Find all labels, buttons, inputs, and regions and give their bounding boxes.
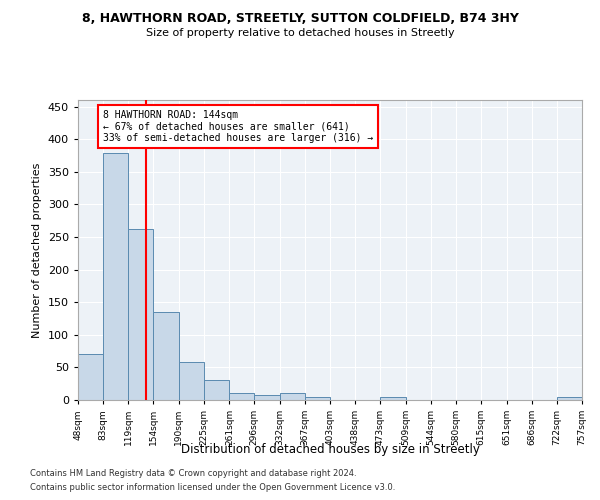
- Bar: [229, 394, 254, 400]
- Bar: [154, 312, 179, 400]
- Text: Contains public sector information licensed under the Open Government Licence v3: Contains public sector information licen…: [30, 484, 395, 492]
- Y-axis label: Number of detached properties: Number of detached properties: [32, 162, 42, 338]
- Text: 8, HAWTHORN ROAD, STREETLY, SUTTON COLDFIELD, B74 3HY: 8, HAWTHORN ROAD, STREETLY, SUTTON COLDF…: [82, 12, 518, 26]
- Bar: [305, 396, 331, 400]
- Text: Distribution of detached houses by size in Streetly: Distribution of detached houses by size …: [181, 442, 479, 456]
- Bar: [280, 394, 305, 400]
- Text: Contains HM Land Registry data © Crown copyright and database right 2024.: Contains HM Land Registry data © Crown c…: [30, 468, 356, 477]
- Bar: [380, 398, 406, 400]
- Bar: [103, 154, 128, 400]
- Text: 8 HAWTHORN ROAD: 144sqm
← 67% of detached houses are smaller (641)
33% of semi-d: 8 HAWTHORN ROAD: 144sqm ← 67% of detache…: [103, 110, 373, 143]
- Bar: [254, 396, 280, 400]
- Bar: [179, 362, 204, 400]
- Text: Size of property relative to detached houses in Streetly: Size of property relative to detached ho…: [146, 28, 454, 38]
- Bar: [128, 229, 154, 400]
- Bar: [78, 354, 103, 400]
- Bar: [204, 380, 229, 400]
- Bar: [557, 398, 582, 400]
